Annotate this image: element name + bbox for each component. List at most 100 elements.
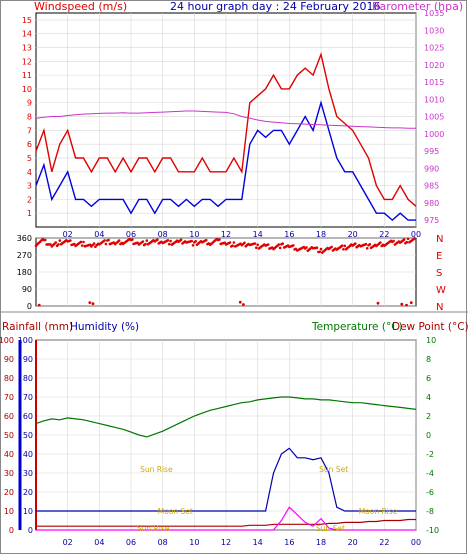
time-tick-label: 12: [221, 538, 231, 547]
temperature-label: Temperature (°C): [311, 321, 403, 333]
direction-grid: [36, 237, 416, 307]
temperature-tick-label: 10: [426, 336, 436, 345]
barometer-tick-label: 980: [424, 199, 439, 208]
time-tick-label: 16: [284, 230, 294, 239]
humidity-tick-label: 60: [23, 412, 33, 421]
barometer-tick-label: 995: [424, 147, 439, 156]
direction-tick-label: 0: [27, 302, 32, 311]
direction-point: [49, 243, 52, 246]
direction-point: [37, 303, 41, 307]
wind-tick-label: 6: [27, 140, 32, 149]
time-tick-label: 16: [284, 538, 294, 547]
barometer-label: Barometer (hpa): [372, 0, 463, 13]
humidity-tick-label: 30: [23, 469, 33, 478]
barometer-tick-label: 1000: [424, 130, 444, 139]
wind-tick-label: 14: [22, 30, 32, 39]
direction-point: [405, 303, 408, 307]
direction-point: [103, 239, 106, 242]
direction-point: [256, 243, 260, 247]
direction-point: [179, 238, 183, 242]
direction-point: [368, 243, 372, 246]
direction-point: [254, 246, 258, 249]
dewpoint-line: [36, 518, 416, 527]
direction-point: [54, 241, 58, 244]
barometer-tick-label: 1005: [424, 113, 444, 122]
barometer-line: [35, 110, 416, 129]
direction-point: [166, 239, 170, 242]
direction-point: [330, 245, 333, 249]
compass-label: N: [436, 302, 443, 313]
direction-point: [190, 239, 193, 243]
wind-tick-label: 13: [22, 44, 32, 53]
direction-axes: 0 N 90 W 180 S 270 E 360 N: [17, 234, 446, 313]
direction-point: [141, 240, 145, 243]
rainfall-label: Rainfall (mm): [2, 321, 73, 333]
direction-point: [392, 239, 395, 243]
temperature-tick-label: 0: [426, 431, 431, 440]
rain-tick-label: 10: [4, 507, 14, 516]
direction-point: [104, 242, 108, 246]
rain-tick-label: 60: [4, 412, 14, 421]
humidity-tick-label: 10: [23, 507, 33, 516]
direction-point: [340, 244, 344, 247]
time-tick-label: 08: [158, 538, 168, 547]
direction-point: [354, 242, 357, 245]
rain-tick-label: 40: [4, 450, 14, 459]
direction-point: [80, 244, 84, 247]
humidity-tick-label: 0: [28, 526, 33, 535]
wind-tick-label: 4: [27, 168, 32, 177]
rain-tick-label: 50: [4, 431, 14, 440]
sun-moon-annotation: Sun Set: [319, 465, 348, 474]
humidity-label: Humidity (%): [70, 321, 139, 333]
direction-tick-label: 360: [17, 234, 32, 243]
direction-point: [409, 301, 413, 304]
wind-tick-label: 3: [27, 182, 32, 191]
time-tick-label: 20: [348, 230, 358, 239]
temperature-tick-label: 6: [426, 374, 431, 383]
rain-tick-label: 0: [9, 526, 14, 535]
direction-point: [238, 300, 242, 304]
direction-point: [91, 302, 95, 306]
direction-point: [82, 240, 85, 244]
direction-point: [88, 301, 92, 304]
time-tick-label: 10: [189, 230, 199, 239]
temperature-tick-label: 8: [426, 355, 431, 364]
sun-moon-annotation: Sun Rise: [140, 465, 173, 474]
wind-tick-label: 8: [27, 113, 32, 122]
wind_max-line: [35, 51, 417, 207]
direction-point: [194, 240, 197, 243]
humidity-tick-label: 70: [23, 393, 33, 402]
wind-tick-label: 15: [22, 16, 32, 25]
wind-tick-label: 9: [27, 99, 32, 108]
direction-point: [281, 242, 285, 245]
rain-tick-label: 70: [4, 393, 14, 402]
direction-point: [144, 242, 147, 246]
temperature-tick-label: -8: [426, 507, 434, 516]
time-tick-label: 10: [189, 538, 199, 547]
direction-point: [107, 238, 110, 242]
direction-point: [266, 243, 270, 246]
temperature-tick-label: -2: [426, 450, 434, 459]
direction-point: [168, 242, 171, 246]
direction-tick-label: 180: [17, 268, 32, 277]
rain-tick-label: 80: [4, 374, 14, 383]
rain-tick-label: 90: [4, 355, 14, 364]
compass-label: E: [436, 251, 442, 262]
rain-tick-label: 20: [4, 488, 14, 497]
temperature-line: [35, 396, 417, 438]
direction-point: [379, 241, 382, 244]
time-tick-label: 02: [63, 230, 73, 239]
time-tick-label: 00: [411, 230, 421, 239]
time-tick-label: 06: [126, 538, 136, 547]
direction-series: [34, 237, 417, 307]
direction-point: [231, 244, 234, 247]
barometer-tick-label: 1015: [424, 78, 444, 87]
direction-tick-label: 270: [17, 251, 32, 260]
compass-label: W: [436, 285, 446, 296]
time-tick-label: 22: [379, 230, 389, 239]
temperature-tick-label: 2: [426, 412, 431, 421]
humidity-tick-label: 20: [23, 488, 33, 497]
direction-point: [319, 247, 323, 251]
